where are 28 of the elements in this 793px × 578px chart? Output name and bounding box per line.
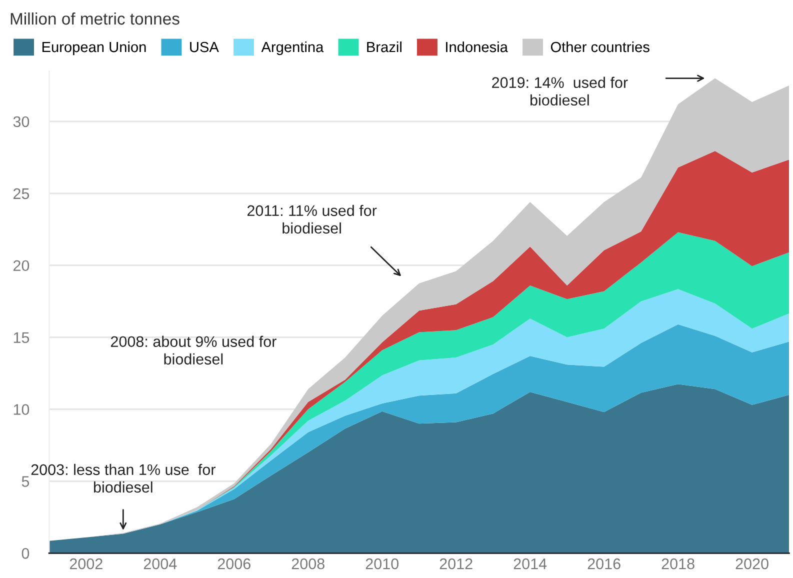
annotation: 2003: less than 1% use for biodiesel — [31, 464, 216, 493]
annotation: 2019: 14% used for biodiesel — [492, 76, 628, 106]
x-tick-label: 2010 — [366, 558, 399, 570]
y-tick-label: 20 — [14, 260, 30, 272]
y-tick-label: 30 — [13, 116, 30, 128]
legend-label: Other countries — [550, 41, 650, 52]
x-tick-label: 2020 — [736, 558, 768, 570]
legend-label: USA — [190, 42, 219, 52]
x-tick-label: 2006 — [218, 558, 250, 570]
annotation: 2011: 11% used for biodiesel — [247, 204, 377, 234]
chart-title: Million of metric tonnes — [10, 12, 180, 25]
y-tick-label: 10 — [14, 404, 30, 415]
y-tick-label: 5 — [22, 476, 30, 487]
x-tick-label: 2004 — [144, 558, 177, 570]
x-tick-label: 2012 — [440, 558, 472, 570]
annotation: 2008: about 9% used for biodiesel — [110, 336, 276, 365]
y-tick-label: 25 — [14, 188, 30, 200]
y-tick-label: 0 — [22, 548, 30, 559]
x-tick-label: 2018 — [662, 558, 694, 570]
legend-label: European Union — [42, 41, 146, 56]
legend-label: Indonesia — [446, 41, 508, 52]
y-tick-label: 15 — [14, 332, 30, 343]
legend-label: Brazil — [367, 41, 402, 52]
x-tick-label: 2008 — [292, 558, 324, 570]
x-tick-label: 2014 — [514, 558, 547, 570]
x-tick-label: 2016 — [588, 558, 620, 570]
legend-label: Argentina — [261, 41, 324, 56]
x-tick-label: 2002 — [70, 558, 102, 570]
